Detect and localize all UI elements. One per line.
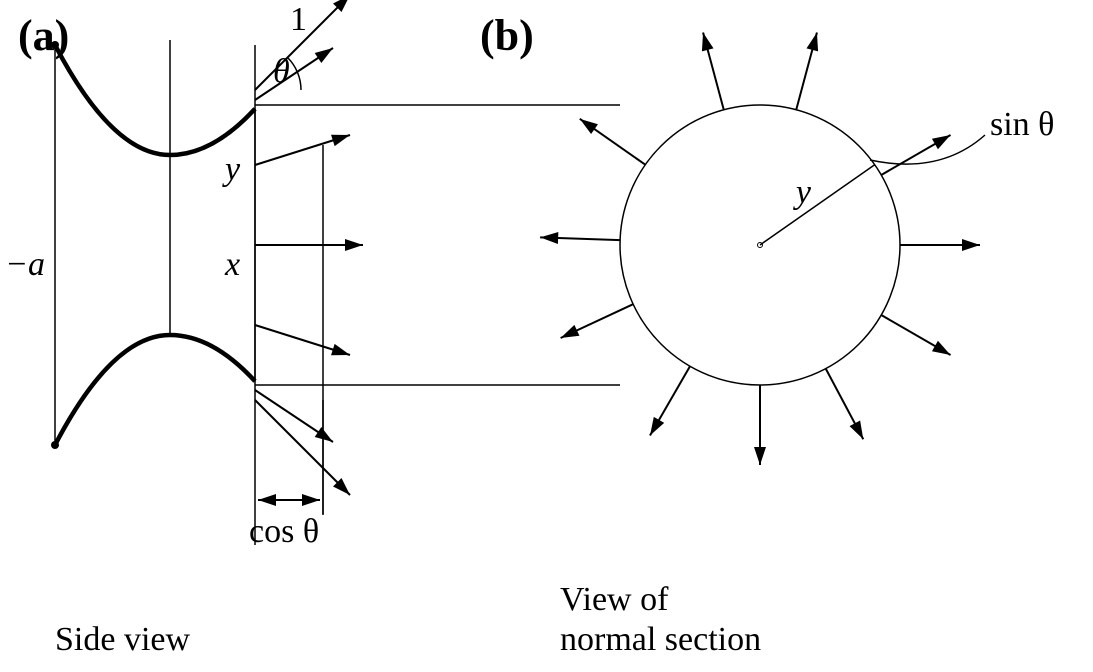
cos-theta-label: cos θ bbox=[249, 513, 319, 550]
sin-theta-label: sin θ bbox=[990, 106, 1054, 143]
soap-film-bottom-curve bbox=[55, 335, 255, 445]
curve-bottom-endpoint bbox=[51, 441, 59, 449]
curve-top-endpoint bbox=[51, 41, 59, 49]
y-circle-label: y bbox=[793, 174, 812, 211]
radius-line bbox=[760, 165, 875, 245]
normal-view-caption-2: normal section bbox=[560, 621, 761, 658]
side-view-caption: Side view bbox=[55, 621, 190, 658]
panel-b-label: (b) bbox=[480, 11, 534, 60]
unit-length-label: 1 bbox=[290, 1, 307, 38]
y-side-label: y bbox=[222, 151, 241, 188]
minus-a-label: −a bbox=[5, 246, 45, 283]
soap-film-top-curve bbox=[55, 45, 255, 155]
theta-label: θ bbox=[273, 53, 290, 90]
normal-view-caption-1: View of bbox=[560, 581, 669, 618]
x-side-label: x bbox=[224, 246, 240, 283]
sin-theta-leader bbox=[870, 135, 985, 164]
